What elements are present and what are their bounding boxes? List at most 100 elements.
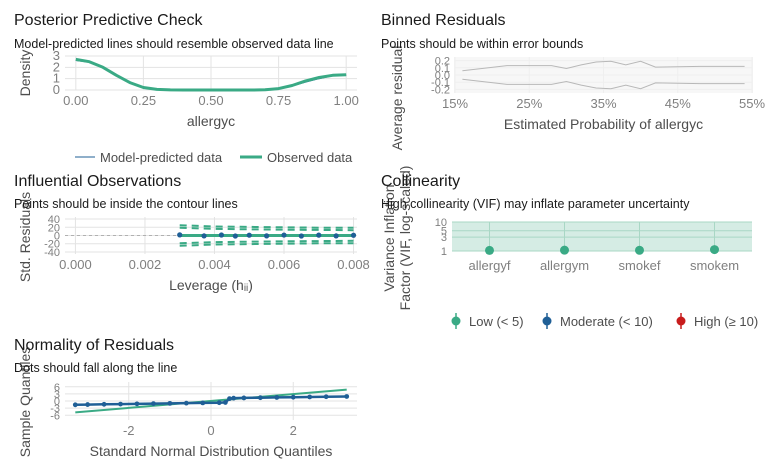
binned-x-tick-label: 35% [590,96,616,111]
binned-lower-bound-line [462,78,745,90]
normality-y-tick-label: 3 [54,389,60,401]
normality-point [183,400,189,406]
normality-title: Normality of Residuals [14,337,175,354]
influential-point [298,233,304,239]
normality-reference-line [75,388,347,414]
influential-x-tick-label: 0.000 [59,257,92,272]
influential-point [281,232,287,238]
normality-subtitle: Dots should fall along the line [14,361,178,375]
binned-title: Binned Residuals [381,12,506,29]
influential-point [333,233,339,239]
influential-x-tick-label: 0.006 [268,257,301,272]
binned-y-tick-label: 0.2 [435,56,450,68]
normality-x-tick-label: 0 [207,423,214,438]
influential-point [201,233,207,239]
collinearity-line2-y-axis-title: Factor (VIF, log-scaled) [397,166,413,311]
collinearity-subtitle: High collinearity (VIF) may inflate para… [381,197,690,211]
influential-title: Influential Observations [14,173,182,190]
normality-point [290,394,296,400]
normality-y-tick-label: 6 [54,382,60,394]
collinearity-legend-label: Low (< 5) [469,314,524,329]
normality-point [323,394,329,400]
normality-point [118,401,123,407]
normality-y-axis-title: Sample Quantiles [17,347,33,458]
binned-y-tick-label: 0.0 [435,70,450,82]
normality-point [85,402,91,407]
ppc-x-tick-label: 0.50 [198,93,223,108]
normality-point [222,400,228,405]
binned-shade [455,57,752,93]
influential-subtitle: Points should be inside the contour line… [14,197,238,211]
collinearity-point-smokem [710,245,719,255]
normality-point [274,395,280,400]
ppc-legend-label-observed: Observed data [267,150,353,165]
collinearity-title: Collinearity [381,173,461,190]
binned-upper-bound-line [462,60,745,72]
influential-y-axis-title: Std. Residuals [17,192,33,282]
normality-point [216,400,222,406]
collinearity-y-tick-label: 3 [441,232,447,244]
ppc-y-tick-label: 2 [53,59,60,74]
influential-y-tick-label: 40 [48,214,60,226]
influential-x-tick-label: 0.002 [129,257,162,272]
collinearity-line1-y-axis-title: Variance Inflation [381,184,397,291]
collinearity-category-label: allergym [540,258,589,273]
influential-point [232,233,238,239]
normality-x-axis-title: Standard Normal Distribution Quantiles [90,443,333,459]
influential-y-tick-label: 20 [48,222,60,234]
influential-contour-upper-inner [179,226,354,232]
ppc-x-tick-label: 1.00 [334,93,359,108]
influential-x-tick-label: 0.004 [198,257,231,272]
collinearity-category-label: smokef [619,258,661,273]
ppc-x-tick-label: 0.25 [131,93,156,108]
collinearity-legend-label: Moderate (< 10) [560,314,653,329]
influential-point [264,233,270,239]
collinearity-category-label: smokem [690,258,739,273]
normality-point [151,401,156,407]
binned-x-tick-label: 55% [739,96,765,111]
ppc-x-tick-label: 0.75 [266,93,291,108]
normality-point [72,402,78,408]
binned-y-tick-label: -0.1 [431,77,450,89]
collinearity-category-label: allergyf [469,258,511,273]
ppc-y-tick-label: 0 [53,82,60,97]
influential-point [350,232,357,238]
normality-point [200,400,206,406]
normality-x-tick-label: 2 [290,423,297,438]
ppc-x-tick-label: 0.00 [63,93,88,108]
normality-quantile-band [75,395,347,407]
normality-point [344,394,350,399]
normality-point [257,395,263,401]
collinearity-y-tick-label: 1 [441,246,447,258]
collinearity-low-zone [452,222,752,251]
influential-contour-upper-outer [179,224,354,229]
binned-x-axis-title: Estimated Probability of allergyc [504,116,703,132]
ppc-y-axis-title: Density [17,50,33,97]
normality-point [307,394,313,400]
collinearity-legend-key-dot [542,316,552,326]
binned-y-tick-label: 0.1 [435,63,450,75]
ppc-y-tick-label: 1 [53,71,60,86]
binned-y-tick-label: -0.2 [431,84,450,96]
influential-point [218,232,225,238]
collinearity-point-smokef [635,245,644,255]
ppc-subtitle: Model-predicted lines should resemble ob… [14,37,334,51]
ppc-x-axis-title: allergyc [187,113,235,129]
binned-x-tick-label: 25% [516,96,542,111]
normality-x-tick-label: -2 [123,423,135,438]
collinearity-legend: Low (< 5) Moderate (< 10) High (≥ 10) [451,313,758,329]
influential-y-tick-label: 0 [54,231,60,243]
collinearity-legend-label: High (≥ 10) [694,314,758,329]
influential-point [177,232,183,238]
collinearity-y-tick-label: 5 [441,226,447,238]
binned-x-tick-label: 15% [442,96,468,111]
binned-x-tick-label: 45% [665,96,691,111]
normality-point [134,401,140,407]
ppc-series-observed [75,57,347,92]
normality-point [231,395,237,401]
influential-x-axis-title: Leverage (hᵢᵢ) [169,277,253,293]
ppc-title: Posterior Predictive Check [14,12,203,29]
collinearity-legend-key-dot [451,316,461,326]
